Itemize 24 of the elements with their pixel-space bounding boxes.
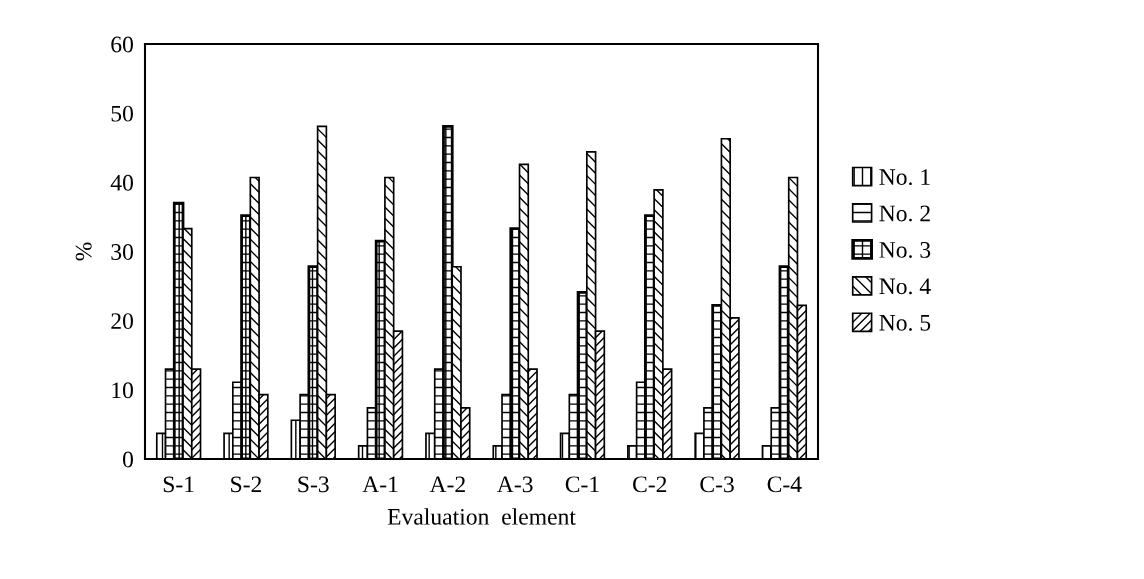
x-tick-label: C-1 (565, 476, 599, 493)
x-tick-label: A-3 (497, 476, 533, 493)
x-tick-label: S-1 (163, 476, 194, 493)
x-tick-label: S-2 (231, 476, 262, 493)
y-tick-label: 60 (111, 36, 133, 53)
legend-label: No. 1 (879, 169, 930, 186)
x-tick-label: C-2 (633, 476, 667, 493)
y-tick-label: 0 (122, 451, 133, 468)
x-axis-title: Evaluation element (387, 508, 576, 525)
x-tick-label: C-3 (700, 476, 734, 493)
x-tick-label: A-1 (362, 476, 398, 493)
y-tick-label: 40 (110, 174, 133, 191)
y-tick-label: 20 (111, 313, 133, 330)
y-axis-title: % (75, 242, 92, 261)
x-tick-label: A-2 (429, 476, 465, 493)
legend-label: No. 5 (879, 315, 931, 331)
y-tick-label: 10 (112, 382, 133, 399)
y-tick-label: 30 (111, 243, 133, 260)
legend-label: No. 3 (879, 241, 931, 258)
y-tick-label: 50 (111, 105, 133, 122)
legend-label: No. 2 (879, 205, 930, 222)
legend-label: No. 4 (879, 278, 931, 295)
x-tick-label: S-3 (298, 476, 329, 493)
x-tick-label: C-4 (767, 476, 802, 493)
